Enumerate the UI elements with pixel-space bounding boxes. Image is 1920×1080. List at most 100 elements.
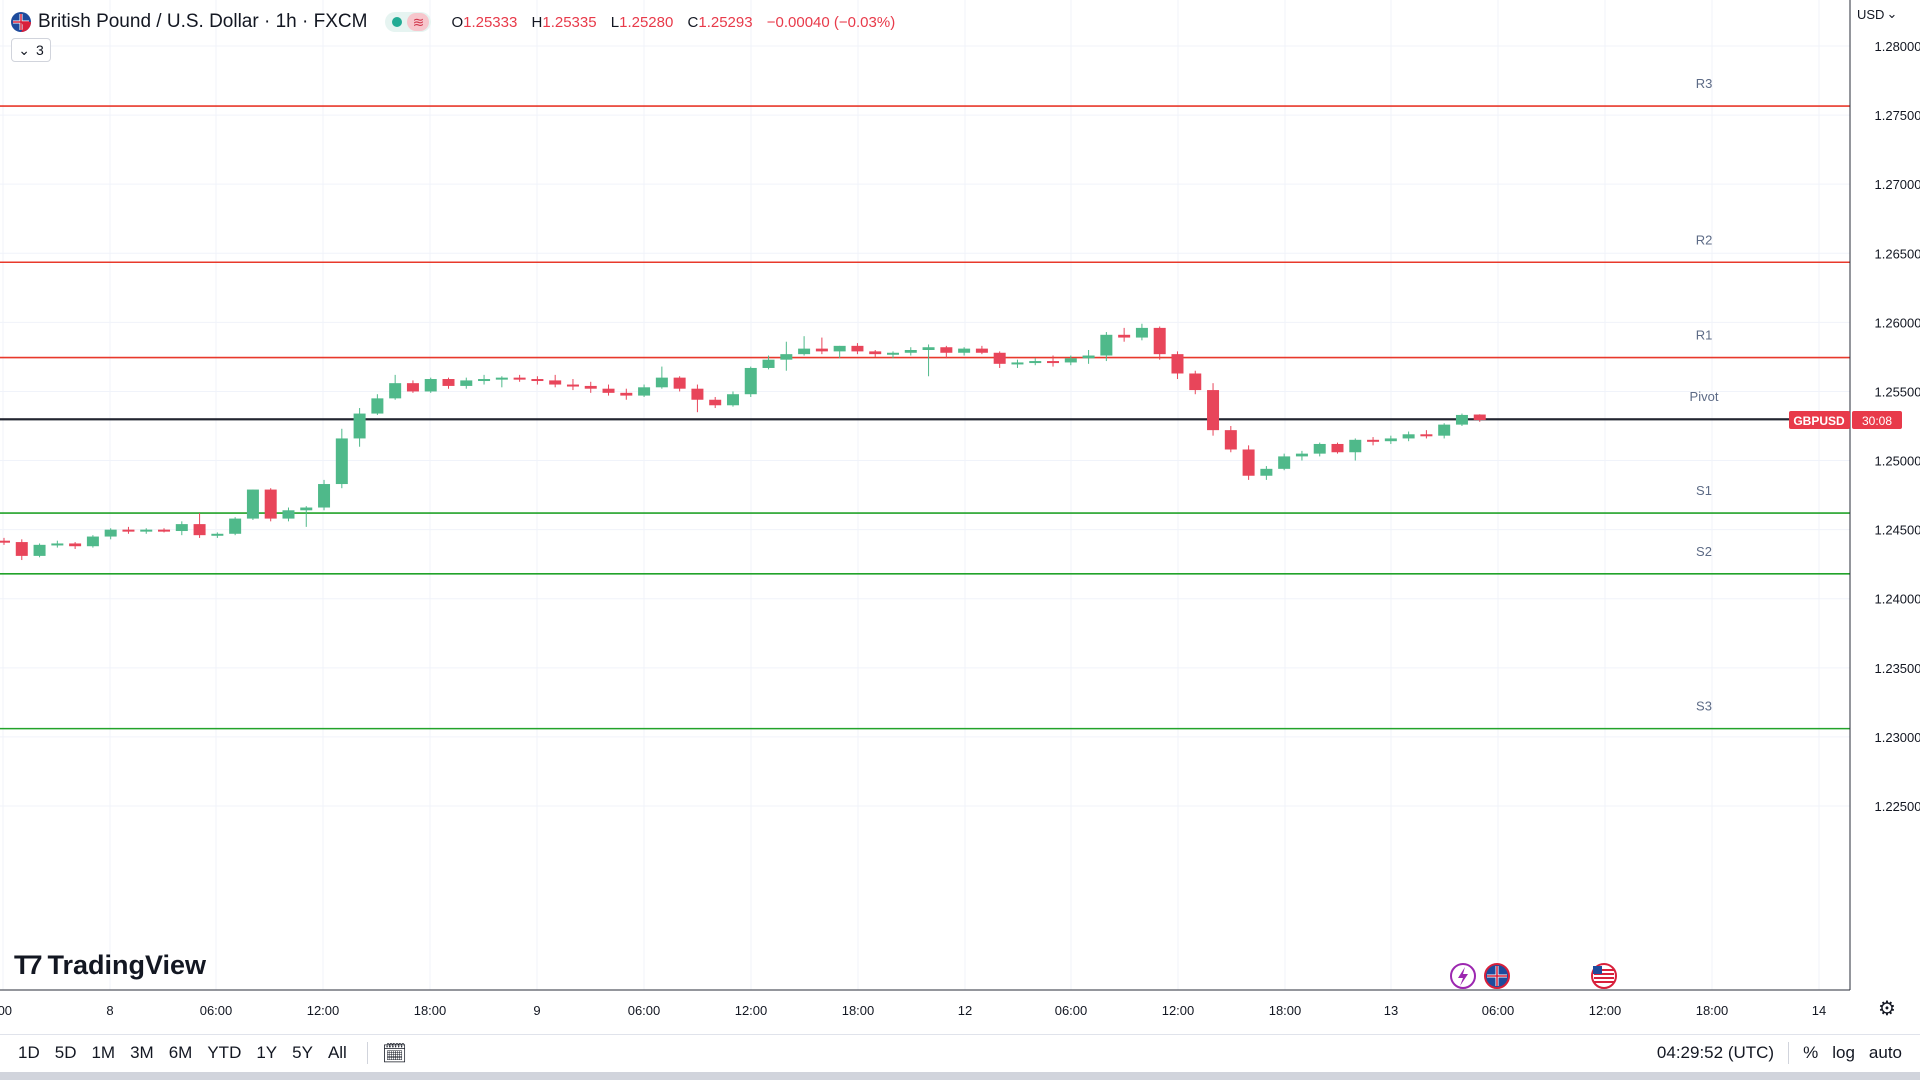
flag-cross-red [1487, 966, 1507, 986]
bottom-right-controls: 04:29:52 (UTC) % log auto [1657, 1042, 1902, 1064]
candle-down [158, 529, 171, 532]
calendar-goto-icon[interactable]: 🗓 [381, 1042, 408, 1065]
candle-down [584, 385, 597, 389]
x-tick-label: :00 [0, 1003, 12, 1018]
candle-up [744, 367, 757, 395]
pivot-levels: R3 R2 R1 Pivot S1 S2 S3 [0, 76, 1850, 730]
candle-up [958, 348, 971, 353]
tradingview-logo[interactable]: T7 TradingView [14, 950, 206, 981]
candle-up [922, 347, 935, 350]
x-tick-label: 18:00 [414, 1003, 447, 1018]
indicator-count: 3 [35, 42, 44, 58]
x-tick-label: 18:00 [1269, 1003, 1302, 1018]
range-button-ytd[interactable]: YTD [207, 1043, 242, 1062]
chevron-down-icon: ⌄ [18, 41, 30, 58]
ohlc-values: O1.25333 H1.25335 L1.25280 C1.25293 −0.0… [451, 14, 895, 31]
level-label-r1: R1 [1696, 328, 1713, 343]
candle-down [1367, 439, 1380, 442]
currency-label: USD [1857, 6, 1885, 22]
candle-up [1064, 358, 1077, 363]
range-button-all[interactable]: All [327, 1043, 347, 1062]
event-markers [1450, 963, 1617, 989]
range-button-1y[interactable]: 1Y [256, 1043, 278, 1062]
x-tick-label: 12:00 [735, 1003, 768, 1018]
range-button-6m[interactable]: 6M [168, 1043, 193, 1062]
candle-down [0, 540, 10, 543]
symbol-badge [1789, 411, 1850, 430]
range-button-5d[interactable]: 5D [54, 1043, 77, 1062]
candle-up [389, 383, 402, 399]
candle-up [175, 524, 188, 532]
candle-up [460, 380, 473, 386]
candle-down [566, 384, 579, 387]
utc-clock[interactable]: 04:29:52 (UTC) [1656, 1043, 1775, 1062]
us-flag-event-icon[interactable] [1591, 963, 1617, 989]
candle-up [1100, 334, 1113, 356]
countdown-badge [1852, 411, 1902, 430]
x-tick-label: 13 [1384, 1003, 1398, 1018]
candle-up [371, 398, 384, 414]
level-label-r2: R2 [1696, 232, 1713, 247]
y-tick-label: 1.23500 [1875, 661, 1920, 676]
lightning-event-icon[interactable] [1450, 963, 1476, 989]
y-tick-label: 1.25500 [1875, 384, 1920, 399]
candle-up [353, 413, 366, 439]
divider [366, 1042, 368, 1064]
level-label-s1: S1 [1696, 483, 1712, 498]
candle-up [638, 387, 651, 396]
level-label-r3: R3 [1696, 76, 1713, 91]
symbol-title[interactable]: British Pound / U.S. Dollar · 1h · FXCM [38, 11, 368, 32]
bottom-toolbar: 1D 5D 1M 3M 6M YTD 1Y 5Y All 🗓 04:29:52 (UTC) % … [0, 1034, 1920, 1071]
candle-down [975, 348, 988, 353]
indicator-toggle-button[interactable]: ⌄ 3 [11, 38, 51, 62]
y-tick-label: 1.23000 [1875, 730, 1920, 745]
grid [0, 0, 1850, 990]
candle-down [513, 377, 526, 380]
candle-down [602, 388, 615, 393]
candle-up [1313, 443, 1326, 454]
candle-up [300, 507, 313, 511]
settings-gear-icon[interactable]: ⚙ [1878, 997, 1896, 1020]
percent-toggle[interactable]: % [1803, 1043, 1819, 1062]
candle-down [993, 352, 1006, 364]
y-tick-label: 1.25000 [1875, 454, 1920, 469]
candle-up [318, 484, 331, 508]
x-tick-label: 12:00 [1589, 1003, 1622, 1018]
open-value: 1.25333 [463, 13, 518, 31]
candle-up [104, 529, 117, 537]
market-open-dot-icon [392, 17, 403, 27]
candle-down [869, 351, 882, 355]
range-button-5y[interactable]: 5Y [292, 1043, 313, 1062]
range-button-1m[interactable]: 1M [91, 1043, 116, 1062]
candle-down [406, 383, 419, 392]
high-value: 1.25335 [542, 13, 597, 31]
candle-up [86, 536, 99, 547]
y-tick-label: 1.26500 [1875, 246, 1920, 261]
close-label: C [687, 13, 699, 31]
candle-up [246, 489, 259, 519]
symbol-legend: British Pound / U.S. Dollar · 1h · FXCM … [10, 8, 895, 36]
low-value: 1.25280 [619, 13, 674, 31]
countdown-badge-text: 30:08 [1862, 414, 1892, 428]
data-wave-icon: ≋ [407, 13, 430, 31]
candle-up [1438, 424, 1451, 436]
candle-down [549, 380, 562, 385]
open-label: O [451, 13, 464, 31]
candle-up [904, 350, 917, 353]
candle-down [673, 377, 686, 389]
uk-flag-event-icon[interactable] [1484, 963, 1510, 989]
candle-up [780, 354, 793, 360]
market-status-pill[interactable]: ≋ [385, 12, 432, 32]
log-toggle[interactable]: log [1832, 1043, 1855, 1062]
auto-toggle[interactable]: auto [1868, 1043, 1902, 1062]
candle-up [762, 359, 775, 368]
currency-selector[interactable]: USD ⌄ [1857, 6, 1897, 22]
range-button-1d[interactable]: 1D [18, 1043, 40, 1062]
flag-canton [1593, 966, 1602, 974]
x-tick-label: 06:00 [200, 1003, 233, 1018]
candle-up [1455, 414, 1468, 425]
range-button-3m[interactable]: 3M [130, 1043, 154, 1062]
logo-text: TradingView [47, 950, 207, 980]
candle-up [478, 379, 491, 382]
